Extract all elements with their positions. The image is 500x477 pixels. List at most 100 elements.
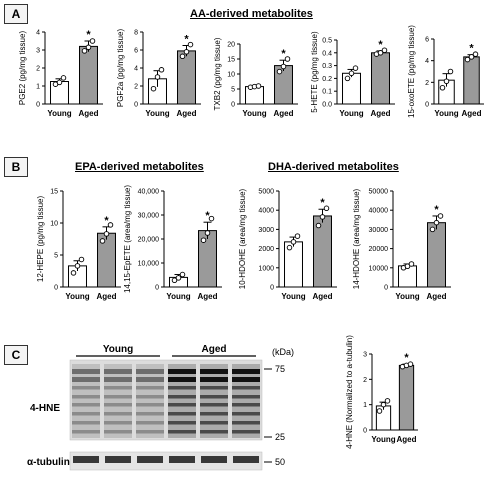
bar [371, 52, 390, 105]
significance-star: * [320, 197, 325, 209]
data-point [315, 222, 322, 229]
y-axis-label: 15-oxoETE (pg/mg tissue) [407, 25, 416, 118]
blot-band [232, 430, 260, 434]
x-tick-label: Aged [177, 109, 197, 118]
blot-band [104, 403, 132, 407]
blot-band [136, 421, 164, 425]
blot-band [168, 369, 196, 374]
significance-star: * [469, 43, 474, 55]
blot-band [136, 369, 164, 374]
data-point [380, 401, 387, 408]
y-tick-label: 3 [363, 352, 367, 359]
bar [427, 222, 446, 288]
data-point [280, 63, 287, 70]
y-tick-label: 0.1 [322, 89, 332, 96]
y-tick-label: 4 [134, 66, 138, 73]
blot-band [168, 412, 196, 416]
y-tick-label: 30000 [369, 227, 389, 234]
blot-band [72, 377, 100, 382]
y-tick-label: 2 [36, 66, 40, 73]
section-title-dha: DHA-derived metabolites [268, 161, 399, 173]
x-tick-label: Young [145, 109, 169, 118]
panel-label-a: A [4, 4, 28, 24]
y-tick-label: 0.5 [322, 38, 332, 45]
y-tick-label: 5 [54, 253, 58, 260]
data-point [99, 238, 106, 244]
data-point [103, 231, 110, 237]
y-tick-label: 6 [425, 37, 429, 44]
y-axis-label: 4-HNE (Normalized to a-tubulin) [345, 335, 354, 449]
data-point [89, 38, 96, 44]
data-point [319, 214, 326, 220]
y-tick-label: 10 [227, 72, 235, 79]
y-tick-label: 8 [134, 30, 138, 37]
data-point [344, 75, 351, 82]
data-point [384, 398, 391, 404]
blot-row-label: α-tubulin [27, 457, 70, 468]
blot-band [200, 377, 228, 382]
chart-9: 0 1 2 3 4-HNE (Normalized to a-tubulin) Young… [345, 335, 418, 449]
data-point [294, 233, 301, 239]
data-point [208, 215, 215, 222]
data-point [175, 275, 182, 281]
section-title-epa: EPA-derived metabolites [75, 161, 204, 173]
y-tick-label: 10 [50, 221, 58, 228]
data-point [158, 67, 165, 73]
significance-star: * [404, 352, 409, 364]
y-tick-label: 0 [155, 285, 159, 292]
blot-group-label: Young [103, 344, 133, 355]
blot-band [232, 395, 260, 399]
blot-band [104, 369, 132, 374]
y-tick-label: 0 [363, 428, 367, 435]
blot-band [136, 430, 164, 434]
data-point [150, 85, 157, 92]
blot-band [104, 395, 132, 399]
data-point [183, 49, 190, 55]
y-tick-label: 0.4 [322, 50, 332, 57]
tubulin-band [169, 456, 195, 463]
bar [177, 50, 196, 105]
y-tick-label: 1 [363, 402, 367, 409]
y-tick-label: 40,000 [138, 189, 160, 196]
data-point [78, 256, 85, 263]
blot-band [232, 386, 260, 390]
blot-band [72, 412, 100, 416]
data-point [439, 84, 446, 91]
data-point [85, 44, 92, 51]
bar [398, 364, 415, 431]
data-point [376, 408, 383, 414]
blot-band [72, 403, 100, 407]
blot-band [232, 377, 260, 382]
blot-band [200, 412, 228, 416]
blot-band [168, 386, 196, 390]
y-tick-label: 1000 [258, 265, 274, 272]
data-point [323, 205, 330, 212]
data-point [348, 70, 355, 77]
chart-4: 0 2 4 6 15-oxoETE (pg/mg tissue) Young Aged * [407, 25, 484, 118]
tubulin-band [105, 456, 131, 463]
data-point [377, 50, 384, 56]
y-axis-label: 14,15-EpETE (area/mg tissue) [123, 185, 132, 293]
y-tick-label: 0 [134, 102, 138, 109]
significance-star: * [378, 39, 383, 51]
y-tick-label: 50000 [369, 189, 389, 196]
blot-group-label: Aged [202, 344, 227, 355]
x-tick-label: Young [47, 109, 71, 118]
data-point [179, 271, 186, 278]
data-point [154, 74, 161, 80]
significance-star: * [281, 48, 286, 60]
blot-band [136, 412, 164, 416]
blot-band [200, 421, 228, 425]
x-tick-label: Young [166, 292, 190, 301]
y-tick-label: 3 [36, 48, 40, 55]
significance-star: * [205, 210, 210, 222]
chart-2: 0 5 10 15 20 TXB2 (pg/mg tissue) Young Aged * [213, 37, 298, 118]
y-tick-label: 0 [425, 102, 429, 109]
blot-lane [72, 364, 100, 438]
y-tick-label: 0.3 [322, 63, 332, 70]
blot-band [232, 403, 260, 407]
x-tick-label: Aged [198, 292, 218, 301]
data-point [200, 237, 207, 243]
blot-band [168, 421, 196, 425]
blot-band [232, 421, 260, 425]
